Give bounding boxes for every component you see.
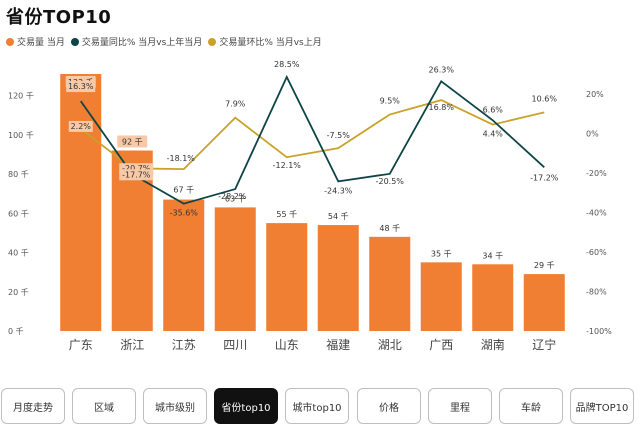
- yoy-value-label: 6.6%: [483, 105, 504, 114]
- yoy-value-label: 28.5%: [274, 60, 300, 69]
- right-axis-tick-label: -80%: [586, 287, 607, 296]
- mom-value-label: 16.8%: [429, 103, 455, 112]
- yoy-line: [80, 74, 545, 205]
- x-axis-label: 四川: [223, 338, 247, 352]
- right-axis-tick-label: -60%: [586, 248, 607, 257]
- bar-湖北: [369, 236, 411, 331]
- bar-福建: [317, 225, 359, 331]
- mom-value-label: 2.2%: [71, 122, 92, 131]
- legend-mom-label: 交易量环比% 当月vs上月: [219, 38, 322, 48]
- bar-山东: [266, 223, 308, 331]
- tab-bar: 月度走势 区域 城市级别 省份top10 城市top10 价格 里程 车龄 品牌…: [0, 388, 640, 428]
- left-axis-tick-label: 40 千: [8, 248, 29, 258]
- yoy-value-label: 26.3%: [429, 65, 455, 74]
- mom-value-label: 10.6%: [532, 94, 558, 103]
- yoy-label-bg: [119, 163, 154, 175]
- tab-mileage[interactable]: 里程: [428, 388, 492, 424]
- left-axis-tick-label: 20 千: [8, 287, 29, 297]
- tab-city-top10[interactable]: 城市top10: [285, 388, 349, 424]
- bar-value-label: 92 千: [122, 137, 143, 147]
- tab-province-top10[interactable]: 省份top10: [214, 388, 278, 424]
- legend-yoy-dot: [70, 37, 79, 46]
- bar-value-label: 63 千: [225, 193, 246, 203]
- mom-value-label: -18.1%: [167, 154, 196, 163]
- x-axis-label: 辽宁: [532, 337, 556, 352]
- mom-label-bg: [119, 169, 154, 181]
- legend-item-volume[interactable]: 交易量 当月: [6, 35, 65, 48]
- mom-value-label: -12.1%: [273, 161, 302, 170]
- legend-volume-dot: [6, 37, 14, 46]
- yoy-value-label: -20.7%: [122, 164, 151, 173]
- page-title: 省份TOP10: [6, 7, 112, 28]
- chart-legend: 交易量 当月 交易量同比% 当月vs上年当月 交易量环比% 当月vs上月: [6, 35, 328, 48]
- tab-price[interactable]: 价格: [357, 388, 421, 424]
- tab-region[interactable]: 区域: [72, 388, 136, 424]
- legend-item-yoy[interactable]: 交易量同比% 当月vs上年当月: [70, 35, 203, 48]
- bar-湖南: [472, 264, 514, 331]
- left-axis-tick-label: 100 千: [8, 130, 34, 140]
- mom-value-label: 4.4%: [483, 130, 504, 139]
- left-axis-tick-label: 120 千: [8, 91, 34, 101]
- right-axis-tick-label: -100%: [586, 327, 612, 336]
- bar-value-label: 34 千: [482, 250, 503, 260]
- mom-value-label: 7.9%: [225, 100, 246, 109]
- right-axis-tick-label: -40%: [586, 208, 607, 217]
- legend-item-mom[interactable]: 交易量环比% 当月vs上月: [208, 35, 322, 48]
- bar-辽宁: [523, 274, 565, 331]
- combo-chart: 0 千 20 千 40 千 60 千 80 千 100 千 120 千 -100% -80% -6…: [8, 60, 612, 352]
- x-axis-label: 广东: [69, 338, 93, 352]
- mom-label-bg: [68, 120, 93, 132]
- legend-yoy-label: 交易量同比% 当月vs上年当月: [81, 38, 203, 48]
- x-axis-label: 湖南: [481, 337, 505, 352]
- legend-mom-dot: [208, 37, 217, 46]
- yoy-value-label: -17.2%: [530, 173, 559, 182]
- mom-value-label: 9.5%: [380, 97, 401, 106]
- tab-brand-top10[interactable]: 品牌TOP10: [570, 388, 634, 424]
- right-axis-tick-label: 0%: [586, 129, 599, 138]
- bar-value-label: 54 千: [328, 211, 349, 221]
- mom-value-label: -7.5%: [327, 131, 351, 140]
- x-axis-label: 福建: [326, 337, 350, 352]
- bar-value-label: 48 千: [379, 223, 400, 233]
- right-axis-tick-label: -20%: [586, 169, 607, 178]
- x-axis-label: 浙江: [120, 338, 144, 352]
- yoy-value-label: 16.3%: [68, 82, 94, 91]
- mom-line: [80, 99, 545, 170]
- left-axis-tick-label: 80 千: [8, 169, 29, 179]
- bar-value-label: 35 千: [431, 248, 452, 258]
- yoy-value-label: -20.5%: [376, 177, 405, 186]
- bar-江苏: [163, 199, 205, 331]
- x-axis-label: 广西: [429, 338, 453, 352]
- yoy-value-label: -35.6%: [170, 209, 199, 218]
- legend-volume-label: 交易量 当月: [17, 38, 65, 48]
- x-axis-label: 山东: [275, 338, 299, 352]
- bar-value-label: 29 千: [534, 260, 555, 270]
- tab-monthly-trend[interactable]: 月度走势: [1, 388, 65, 424]
- tab-vehicle-age[interactable]: 车龄: [499, 388, 563, 424]
- bar-label-bg: [117, 135, 148, 148]
- mom-value-label: -17.7%: [122, 170, 151, 179]
- right-axis-tick-label: 20%: [586, 90, 604, 99]
- bar-value-label: 67 千: [173, 185, 194, 195]
- left-axis-tick-label: 60 千: [8, 208, 29, 218]
- yoy-label-bg: [66, 81, 96, 93]
- yoy-value-label: -24.3%: [324, 186, 353, 195]
- bar-浙江: [111, 150, 153, 331]
- bar-value-label: 55 千: [276, 209, 297, 219]
- yoy-value-label: -28.2%: [218, 192, 247, 201]
- bar-四川: [214, 207, 256, 331]
- bar-广东: [60, 74, 102, 331]
- bar-广西: [420, 262, 462, 331]
- x-axis-label: 湖北: [378, 337, 402, 352]
- tab-city-level[interactable]: 城市级别: [143, 388, 207, 424]
- left-axis-tick-label: 0 千: [8, 326, 24, 336]
- x-axis-label: 江苏: [172, 338, 196, 352]
